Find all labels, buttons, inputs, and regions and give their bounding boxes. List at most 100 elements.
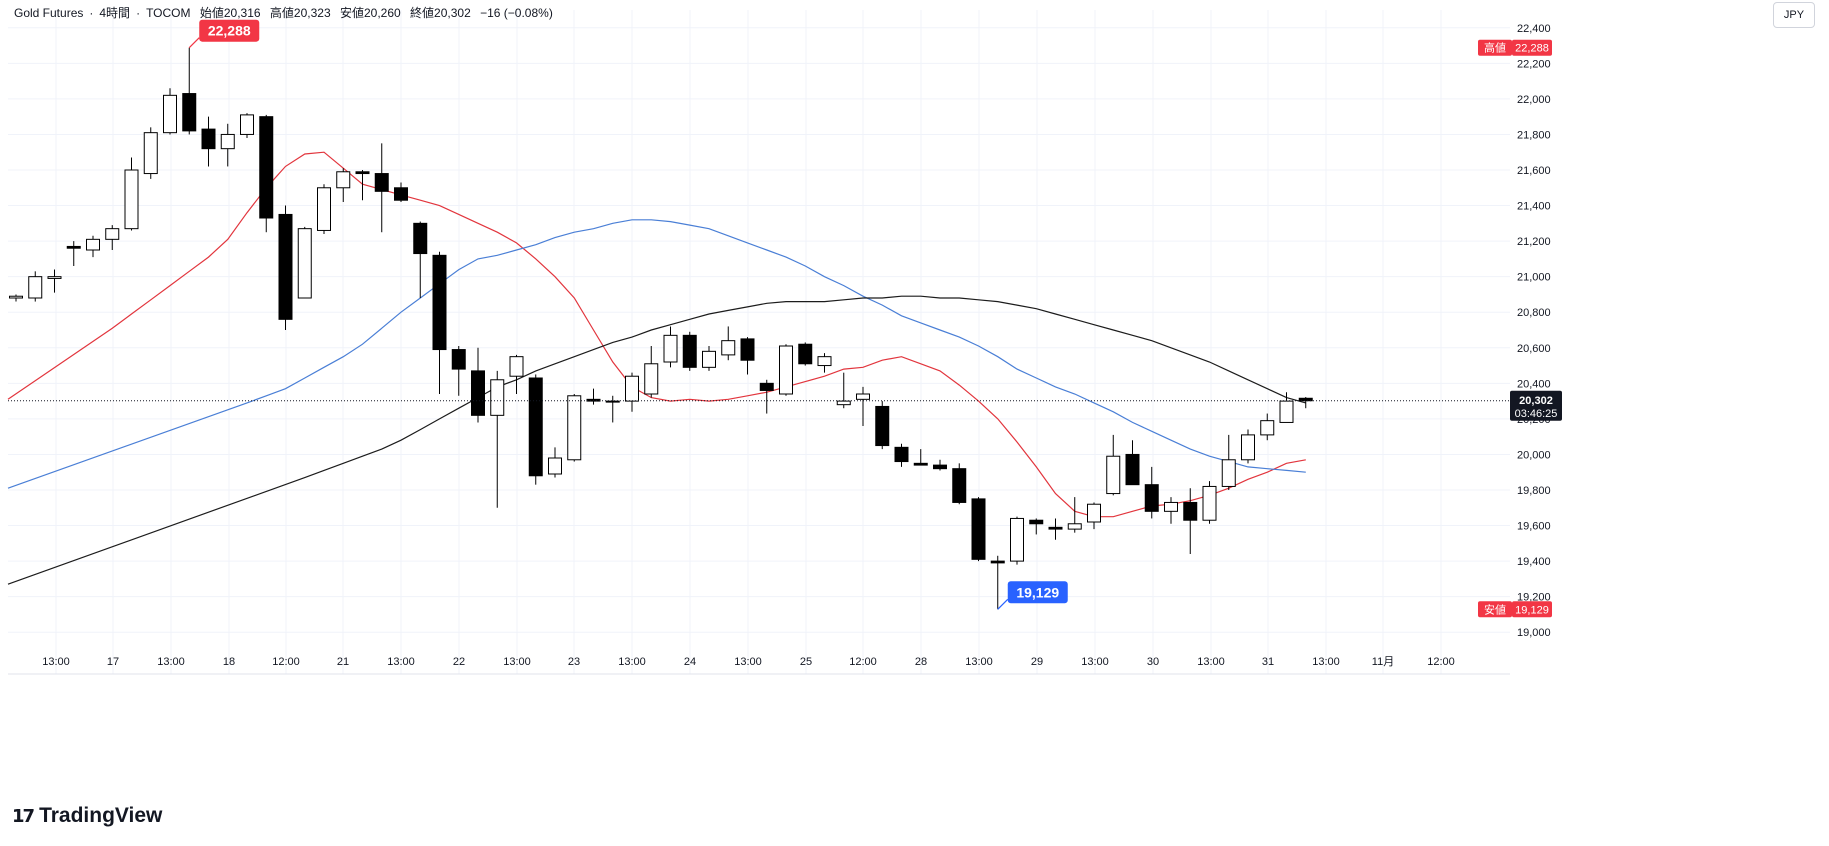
candle[interactable] — [1144, 466, 1159, 519]
candle[interactable] — [490, 370, 505, 508]
candle[interactable] — [1010, 516, 1024, 565]
candle[interactable] — [894, 443, 909, 467]
candle[interactable] — [1048, 518, 1063, 540]
candle[interactable] — [875, 401, 890, 450]
candle[interactable] — [913, 449, 928, 466]
candle[interactable] — [297, 226, 312, 299]
candle[interactable] — [66, 241, 81, 266]
candle[interactable] — [163, 88, 177, 135]
candle[interactable] — [182, 47, 197, 135]
candle[interactable] — [86, 235, 100, 258]
candle[interactable] — [779, 344, 793, 396]
candle[interactable] — [471, 347, 485, 423]
currency-button[interactable]: JPY — [1773, 2, 1815, 28]
time-tick-label: 13:00 — [1197, 656, 1225, 668]
candle[interactable] — [278, 205, 293, 330]
candle[interactable] — [759, 379, 774, 414]
candle[interactable] — [9, 294, 23, 302]
candle[interactable] — [1183, 488, 1198, 554]
candle[interactable] — [990, 555, 1005, 610]
candle[interactable] — [971, 497, 986, 562]
candle-body-up — [220, 133, 235, 150]
candle-body-up — [47, 276, 62, 279]
candle[interactable] — [336, 168, 351, 202]
low-axis-tag-label-bg — [1478, 601, 1512, 618]
candle[interactable] — [1164, 497, 1178, 524]
candle[interactable] — [201, 116, 216, 167]
tradingview-logo[interactable]: 𝟭𝟳 TradingView — [12, 804, 162, 828]
candle[interactable] — [586, 388, 601, 405]
candle[interactable] — [143, 127, 158, 179]
candle[interactable] — [451, 346, 466, 396]
candle[interactable] — [509, 354, 524, 394]
price-tick-label: 22,400 — [1517, 23, 1551, 35]
candle[interactable] — [528, 374, 543, 485]
candle[interactable] — [355, 170, 370, 201]
candle[interactable] — [1241, 429, 1255, 464]
candle[interactable] — [374, 143, 389, 233]
candle-body-up — [548, 457, 562, 475]
candle[interactable] — [702, 346, 716, 371]
time-tick-label: 13:00 — [1312, 656, 1340, 668]
time-tick-label: 12:00 — [272, 656, 300, 668]
candle[interactable] — [1298, 397, 1313, 409]
candle[interactable] — [1125, 440, 1140, 486]
price-tick-label: 20,400 — [1517, 378, 1551, 390]
candle-body-down — [933, 464, 947, 470]
time-tick-label: 13:00 — [734, 656, 762, 668]
candle-body-down — [894, 446, 909, 463]
candle-body-up — [1067, 523, 1082, 530]
candle[interactable] — [567, 394, 582, 462]
candle[interactable] — [644, 346, 659, 398]
candle[interactable] — [28, 271, 43, 302]
candle[interactable] — [1029, 518, 1044, 535]
candle[interactable] — [1202, 481, 1217, 524]
candle-body-down — [875, 405, 890, 447]
candle[interactable] — [1279, 392, 1294, 423]
symbol-name[interactable]: Gold Futures — [14, 6, 84, 20]
time-tick-label: 13:00 — [1081, 656, 1109, 668]
candle[interactable] — [47, 269, 62, 293]
candle[interactable] — [1260, 413, 1275, 441]
candle[interactable] — [817, 353, 832, 373]
candle[interactable] — [1087, 502, 1101, 530]
candle-body-down — [355, 171, 370, 175]
candle[interactable] — [952, 463, 967, 505]
price-tick-label: 20,600 — [1517, 343, 1551, 355]
candle[interactable] — [740, 337, 755, 375]
candle[interactable] — [625, 372, 639, 412]
candle[interactable] — [413, 221, 428, 298]
candle[interactable] — [605, 395, 620, 423]
candle[interactable] — [240, 113, 254, 138]
brand-name: TradingView — [39, 804, 163, 827]
candle[interactable] — [548, 447, 562, 478]
candle[interactable] — [836, 372, 851, 409]
candle[interactable] — [432, 251, 447, 394]
candle[interactable] — [682, 331, 697, 371]
candle[interactable] — [259, 114, 274, 233]
candle[interactable] — [856, 386, 870, 426]
candle-body-up — [817, 356, 832, 367]
candle[interactable] — [933, 459, 947, 471]
low-callout-label: 19,129 — [1016, 584, 1059, 600]
candle-body-down — [1048, 526, 1063, 530]
candle[interactable] — [394, 182, 408, 202]
candle[interactable] — [1106, 434, 1121, 496]
candle[interactable] — [798, 342, 813, 366]
candle[interactable] — [317, 184, 331, 234]
candle-body-up — [1221, 459, 1236, 487]
time-tick-label: 12:00 — [1427, 656, 1455, 668]
candle[interactable] — [1221, 434, 1236, 490]
candle-body-up — [567, 395, 582, 461]
candle[interactable] — [1067, 497, 1082, 533]
candle[interactable] — [721, 326, 736, 361]
interval-label[interactable]: 4時間 — [99, 6, 131, 20]
candle[interactable] — [124, 157, 139, 231]
candle[interactable] — [663, 326, 678, 368]
candle[interactable] — [105, 225, 120, 250]
candle-body-up — [1106, 455, 1121, 495]
candle[interactable] — [220, 123, 235, 167]
time-tick-label: 24 — [684, 656, 696, 668]
